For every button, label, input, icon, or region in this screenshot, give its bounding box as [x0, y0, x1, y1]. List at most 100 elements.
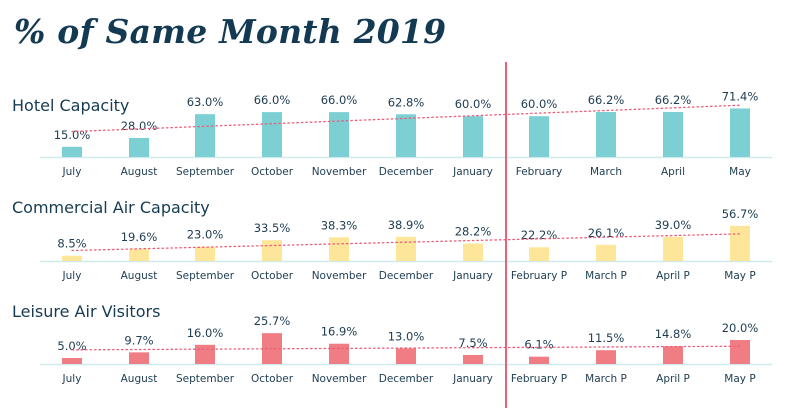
trendline: [71, 345, 741, 351]
category-label: April: [661, 166, 685, 178]
data-label: 28.0%: [121, 119, 158, 133]
bar: [62, 255, 82, 261]
data-label: 15.0%: [54, 128, 91, 142]
category-label: March P: [585, 270, 627, 282]
panel-2: Commercial Air Capacity 8.5% July 19.6% Augu…: [12, 198, 772, 282]
data-label: 60.0%: [521, 97, 558, 111]
bar: [396, 236, 416, 261]
category-label: December: [379, 166, 434, 178]
data-label: 26.1%: [588, 226, 625, 240]
category-label: October: [251, 270, 294, 282]
main-title: % of Same Month 2019: [14, 12, 447, 51]
bar: [62, 358, 82, 364]
category-label: December: [379, 373, 434, 385]
bar: [596, 350, 616, 364]
category-label: October: [251, 373, 294, 385]
panel-title: Commercial Air Capacity: [12, 198, 210, 217]
data-label: 38.9%: [388, 218, 425, 232]
bar: [129, 352, 149, 364]
category-label: November: [312, 373, 367, 385]
bar: [730, 340, 750, 364]
data-label: 25.7%: [254, 314, 291, 328]
data-label: 8.5%: [57, 237, 86, 251]
data-label: 16.0%: [187, 326, 224, 340]
data-label: 63.0%: [187, 95, 224, 109]
panel-1: Hotel Capacity 15.0% July 28.0% August 63.0% S…: [12, 89, 772, 178]
data-label: 38.3%: [321, 218, 358, 232]
data-label: 39.0%: [655, 218, 692, 232]
category-label: July: [62, 373, 82, 385]
bar: [262, 240, 282, 261]
bar: [195, 246, 215, 261]
bar: [329, 343, 349, 364]
data-label: 56.7%: [722, 207, 759, 221]
bar: [730, 225, 750, 261]
bar: [329, 237, 349, 261]
bar: [596, 244, 616, 261]
category-label: March: [590, 166, 622, 178]
bar: [463, 116, 483, 157]
category-label: November: [312, 166, 367, 178]
bar: [62, 146, 82, 157]
bar: [529, 116, 549, 157]
category-label: May P: [724, 270, 755, 282]
data-label: 71.4%: [722, 89, 759, 103]
data-label: 66.0%: [321, 93, 358, 107]
bar: [262, 112, 282, 157]
data-label: 5.0%: [57, 339, 86, 353]
category-label: March P: [585, 373, 627, 385]
bar: [329, 112, 349, 157]
bar: [396, 114, 416, 157]
data-label: 16.9%: [321, 325, 358, 339]
category-label: February P: [511, 270, 567, 282]
category-label: July: [62, 166, 82, 178]
bar: [663, 236, 683, 261]
data-label: 11.5%: [588, 331, 625, 345]
bar: [730, 108, 750, 157]
trendline: [71, 233, 741, 252]
data-label: 66.2%: [655, 93, 692, 107]
bar: [463, 243, 483, 261]
bar: [129, 248, 149, 261]
category-label: January: [452, 166, 493, 178]
bar: [396, 348, 416, 364]
category-label: May: [729, 166, 751, 178]
category-label: November: [312, 270, 367, 282]
data-label: 28.2%: [455, 225, 492, 239]
bar: [463, 355, 483, 364]
data-label: 7.5%: [458, 336, 487, 350]
data-label: 19.6%: [121, 230, 158, 244]
data-label: 23.0%: [187, 228, 224, 242]
category-label: February: [516, 166, 563, 178]
category-label: August: [121, 166, 158, 178]
panel-title: Leisure Air Visitors: [12, 302, 160, 321]
data-label: 20.0%: [722, 321, 759, 335]
category-label: April P: [656, 270, 690, 282]
category-label: August: [121, 270, 158, 282]
bar: [663, 111, 683, 157]
category-label: December: [379, 270, 434, 282]
data-label: 66.2%: [588, 93, 625, 107]
category-label: April P: [656, 373, 690, 385]
bar: [195, 344, 215, 364]
category-label: September: [176, 270, 235, 282]
data-label: 9.7%: [124, 333, 153, 347]
bar: [663, 346, 683, 364]
bar: [195, 114, 215, 157]
category-label: May P: [724, 373, 755, 385]
data-label: 14.8%: [655, 327, 692, 341]
category-label: October: [251, 166, 294, 178]
bar: [596, 111, 616, 157]
bar: [529, 356, 549, 364]
category-label: September: [176, 373, 235, 385]
bar: [529, 247, 549, 261]
data-label: 13.0%: [388, 329, 425, 343]
trendline: [71, 104, 741, 133]
category-label: January: [452, 373, 493, 385]
data-label: 62.8%: [388, 95, 425, 109]
data-label: 60.0%: [455, 97, 492, 111]
category-label: February P: [511, 373, 567, 385]
category-label: July: [62, 270, 82, 282]
data-label: 6.1%: [524, 338, 553, 352]
